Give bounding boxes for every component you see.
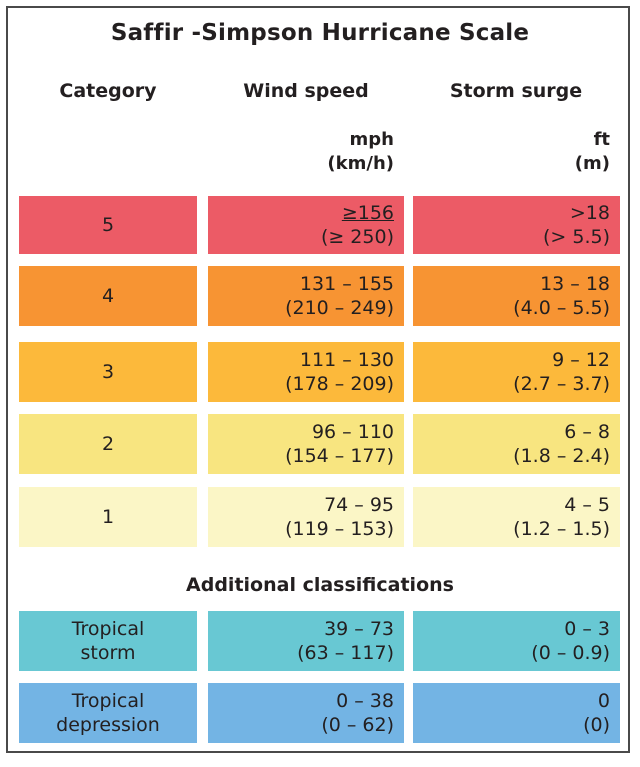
surge-unit-ft: ft	[593, 129, 610, 150]
category-cell: 1	[19, 487, 197, 547]
surge-ft: 13 – 18	[540, 273, 610, 295]
category-value: 2	[101, 433, 115, 455]
wind-kmh: (210 – 249)	[285, 297, 394, 319]
surge-ft: 9 – 12	[552, 349, 610, 371]
additional-classifications-title: Additional classifications	[186, 574, 454, 596]
storm-surge-cell: 4 – 5 (1.2 – 1.5)	[413, 487, 620, 547]
surge-ft: 6 – 8	[564, 421, 610, 443]
category-cell: 3	[19, 342, 197, 402]
wind-kmh: (63 – 117)	[297, 642, 394, 664]
wind-speed-cell: 39 – 73 (63 – 117)	[208, 611, 404, 671]
surge-m: (1.8 – 2.4)	[513, 445, 610, 467]
wind-speed-cell: 111 – 130 (178 – 209)	[208, 342, 404, 402]
storm-surge-cell: 6 – 8 (1.8 – 2.4)	[413, 414, 620, 474]
surge-ft: >18	[569, 202, 610, 224]
wind-mph: 96 – 110	[311, 421, 394, 443]
category-cell: Tropical storm	[19, 611, 197, 671]
wind-mph: 0 – 38	[336, 690, 394, 712]
surge-ft: 0 – 3	[564, 618, 610, 640]
page-title: Saffir -Simpson Hurricane Scale	[110, 20, 530, 46]
surge-unit-m: (m)	[574, 153, 610, 174]
header-storm-surge: Storm surge	[449, 80, 583, 102]
wind-kmh: (154 – 177)	[285, 445, 394, 467]
category-cell: 4	[19, 266, 197, 326]
category-cell: 5	[19, 196, 197, 254]
wind-mph: 111 – 130	[299, 349, 394, 371]
wind-speed-cell: ≥156 (≥ 250)	[208, 196, 404, 254]
storm-surge-cell: 9 – 12 (2.7 – 3.7)	[413, 342, 620, 402]
category-value: 5	[101, 214, 115, 236]
category-cell: Tropical depression	[19, 683, 197, 743]
wind-mph: 74 – 95	[324, 494, 394, 516]
surge-m: (1.2 – 1.5)	[513, 518, 610, 540]
header-category: Category	[59, 80, 157, 102]
wind-unit-mph: mph	[349, 129, 394, 150]
wind-kmh: (119 – 153)	[285, 518, 394, 540]
category-value: 3	[101, 361, 115, 383]
category-line1: Tropical	[71, 690, 145, 712]
surge-m: (4.0 – 5.5)	[513, 297, 610, 319]
surge-m: (> 5.5)	[542, 226, 610, 248]
surge-m: (0 – 0.9)	[531, 642, 610, 664]
wind-unit-kmh: (km/h)	[327, 153, 394, 174]
surge-units: ft (m)	[412, 128, 610, 176]
header-wind-speed: Wind speed	[243, 80, 369, 102]
wind-mph: ≥156	[341, 202, 394, 224]
category-line2: storm	[80, 642, 136, 664]
storm-surge-cell: 13 – 18 (4.0 – 5.5)	[413, 266, 620, 326]
surge-m: (0)	[583, 714, 610, 736]
wind-speed-cell: 131 – 155 (210 – 249)	[208, 266, 404, 326]
category-line2: depression	[56, 714, 160, 736]
wind-speed-cell: 96 – 110 (154 – 177)	[208, 414, 404, 474]
category-cell: 2	[19, 414, 197, 474]
category-line1: Tropical	[71, 618, 145, 640]
storm-surge-cell: 0 (0)	[413, 683, 620, 743]
storm-surge-cell: 0 – 3 (0 – 0.9)	[413, 611, 620, 671]
wind-kmh: (178 – 209)	[285, 373, 394, 395]
category-value: 4	[101, 285, 115, 307]
wind-speed-cell: 74 – 95 (119 – 153)	[208, 487, 404, 547]
surge-ft: 4 – 5	[564, 494, 610, 516]
wind-kmh: (0 – 62)	[321, 714, 394, 736]
wind-mph: 131 – 155	[299, 273, 394, 295]
surge-m: (2.7 – 3.7)	[513, 373, 610, 395]
wind-units: mph (km/h)	[208, 128, 394, 176]
wind-mph: 39 – 73	[324, 618, 394, 640]
surge-ft: 0	[597, 690, 610, 712]
wind-speed-cell: 0 – 38 (0 – 62)	[208, 683, 404, 743]
table-frame	[6, 6, 630, 753]
storm-surge-cell: >18 (> 5.5)	[413, 196, 620, 254]
category-value: 1	[101, 506, 115, 528]
wind-kmh: (≥ 250)	[320, 226, 394, 248]
